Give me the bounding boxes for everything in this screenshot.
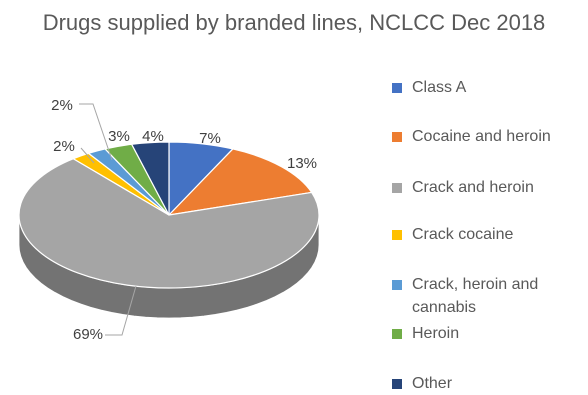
legend-swatch	[392, 230, 402, 240]
legend-label: Crack, heroin and cannabis	[412, 276, 539, 316]
legend-label: Crack cocaine	[412, 226, 514, 243]
legend-swatch	[392, 132, 402, 142]
leader-line-crack-and-heroin	[105, 285, 137, 336]
legend-swatch	[392, 379, 402, 389]
data-label-class-a: 7%	[199, 130, 221, 147]
data-label-crack-and-heroin: 69%	[73, 326, 103, 343]
legend-label: Cocaine and heroin	[412, 128, 551, 145]
slice-other	[130, 141, 170, 216]
legend-label: Heroin	[412, 325, 460, 342]
data-label-heroin: 3%	[108, 128, 130, 145]
leader-line-crack-heroin-and-cannabis	[79, 103, 113, 161]
legend-swatch	[392, 280, 402, 290]
legend-swatch	[392, 183, 402, 193]
data-label-cocaine-and-heroin: 13%	[287, 155, 317, 172]
legend-swatch	[392, 329, 402, 339]
legend-label: Other	[412, 375, 453, 392]
legend-label: Crack and heroin	[412, 179, 534, 196]
legend-label: Class A	[412, 79, 467, 96]
data-label-crack-heroin-and-cannabis: 2%	[51, 97, 73, 114]
slice-cocaine-and-heroin	[167, 148, 313, 216]
slice-crack-and-heroin	[18, 158, 320, 289]
data-label-other: 4%	[142, 128, 164, 145]
data-label-crack-cocaine: 2%	[53, 138, 75, 155]
chart-title: Drugs supplied by branded lines, NCLCC D…	[42, 10, 546, 35]
legend-swatch	[392, 83, 402, 93]
leader-line-crack-cocaine	[80, 147, 95, 164]
